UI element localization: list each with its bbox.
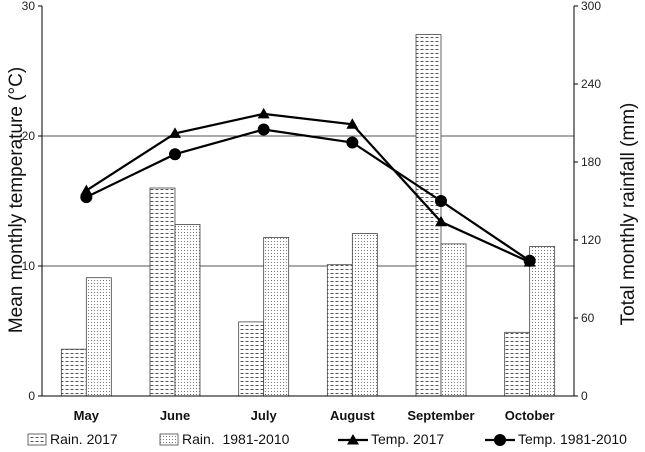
y-left-tick-label: 0: [28, 389, 35, 403]
x-category-label: June: [160, 408, 190, 423]
point-marker: [435, 195, 447, 207]
bar: [504, 331, 531, 397]
lines: [80, 107, 536, 267]
point-marker: [169, 148, 181, 161]
point-marker: [346, 136, 359, 149]
y-left-axis-title: Mean monthly temperature (°C): [6, 67, 27, 333]
point-marker: [80, 191, 93, 204]
legend-label: Temp. 2017: [371, 431, 444, 447]
x-category-label: July: [251, 408, 278, 423]
x-category-label: September: [407, 408, 474, 423]
series-line: [85, 128, 531, 262]
legend-label: Rain. 1981-2010: [182, 431, 290, 447]
y-right-tick-label: 300: [581, 0, 601, 13]
point-marker: [435, 215, 447, 227]
series-line: [85, 112, 531, 264]
legend-marker: [347, 434, 359, 445]
y-left-tick-label: 30: [22, 0, 36, 13]
bar: [149, 187, 176, 397]
legend: Rain. 2017 Rain. 1981-2010 Temp. 2017 Temp.…: [27, 431, 627, 447]
point-marker: [346, 118, 359, 129]
legend-swatch: [159, 433, 179, 446]
bar: [263, 236, 290, 397]
legend-label: Temp. 1981-2010: [518, 431, 627, 447]
bar: [529, 246, 556, 397]
y-right-tick-label: 120: [581, 233, 601, 247]
y-right-tick-label: 0: [581, 389, 588, 403]
bar: [85, 277, 112, 397]
point-marker: [523, 254, 536, 267]
legend-marker: [494, 434, 506, 446]
bar: [351, 233, 378, 397]
y-left-tick-label: 10: [22, 259, 36, 273]
bar: [440, 243, 467, 397]
y-right-tick-label: 180: [581, 155, 601, 169]
bars: [60, 34, 556, 397]
bar: [415, 34, 442, 397]
x-category-label: May: [74, 408, 100, 423]
y-right-axis-title: Total monthly rainfall (mm): [618, 103, 639, 326]
point-marker: [169, 127, 181, 138]
bar: [60, 348, 87, 397]
bar: [326, 264, 353, 397]
y-left-tick-label: 20: [22, 129, 36, 143]
x-category-label: August: [330, 408, 375, 423]
point-marker: [257, 123, 270, 136]
point-marker: [257, 107, 270, 119]
x-category-label: October: [505, 408, 555, 423]
legend-label: Rain. 2017: [50, 431, 118, 447]
y-right-tick-label: 240: [581, 77, 601, 91]
y-right-tick-label: 60: [581, 311, 595, 325]
legend-swatch: [27, 433, 47, 446]
bar: [238, 321, 265, 397]
bar: [174, 223, 201, 397]
